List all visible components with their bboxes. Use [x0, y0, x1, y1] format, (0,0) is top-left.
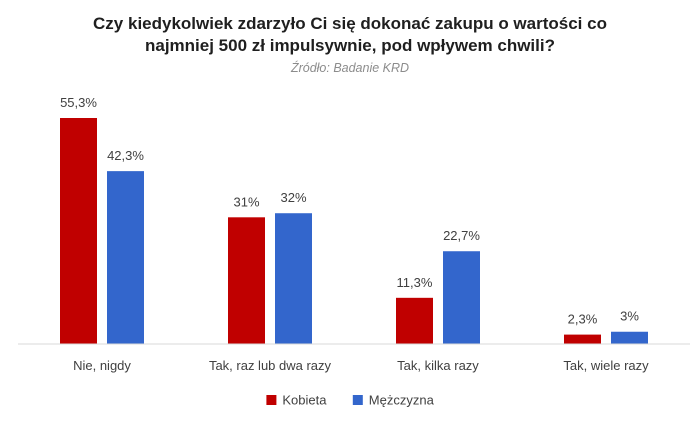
chart-title-line-1: Czy kiedykolwiek zdarzyło Ci się dokonać… [93, 14, 607, 33]
legend-swatch-kobieta [266, 395, 277, 405]
legend: Kobieta Mężczyzna [266, 393, 435, 408]
data-label-kobieta-2: 11,3% [397, 275, 433, 290]
bars-group [60, 118, 648, 344]
category-label-1: Tak, raz lub dwa razy [209, 358, 332, 373]
bar-kobieta-0 [60, 118, 97, 344]
chart-title-line-2: najmniej 500 zł impulsywnie, pod wpływem… [145, 36, 555, 55]
data-label-mezczyzna-3: 3% [620, 309, 639, 324]
legend-label-mezczyzna: Mężczyzna [369, 393, 435, 408]
category-labels-group: Nie, nigdy Tak, raz lub dwa razy Tak, kilk… [73, 358, 649, 373]
data-label-kobieta-1: 31% [233, 194, 259, 209]
data-labels-group: 55,3% 42,3% 31% 32% 11,3% 22,7% 2,3% 3% [60, 95, 639, 327]
data-label-mezczyzna-1: 32% [280, 190, 306, 205]
chart-source: Źródło: Badanie KRD [290, 60, 409, 75]
bar-mezczyzna-3 [611, 331, 648, 344]
data-label-kobieta-3: 2,3% [568, 312, 598, 327]
category-label-3: Tak, wiele razy [563, 358, 649, 373]
data-label-mezczyzna-2: 22,7% [443, 228, 480, 243]
bar-kobieta-3 [564, 334, 601, 344]
bar-mezczyzna-2 [443, 251, 480, 344]
legend-swatch-mezczyzna [352, 395, 363, 405]
bar-kobieta-1 [228, 217, 265, 344]
data-label-mezczyzna-0: 42,3% [107, 148, 144, 163]
category-label-2: Tak, kilka razy [397, 358, 479, 373]
data-label-kobieta-0: 55,3% [60, 95, 97, 110]
bar-mezczyzna-1 [275, 213, 312, 344]
legend-label-kobieta: Kobieta [282, 393, 327, 408]
bar-kobieta-2 [396, 297, 433, 344]
category-label-0: Nie, nigdy [73, 358, 131, 373]
bar-mezczyzna-0 [107, 171, 144, 344]
